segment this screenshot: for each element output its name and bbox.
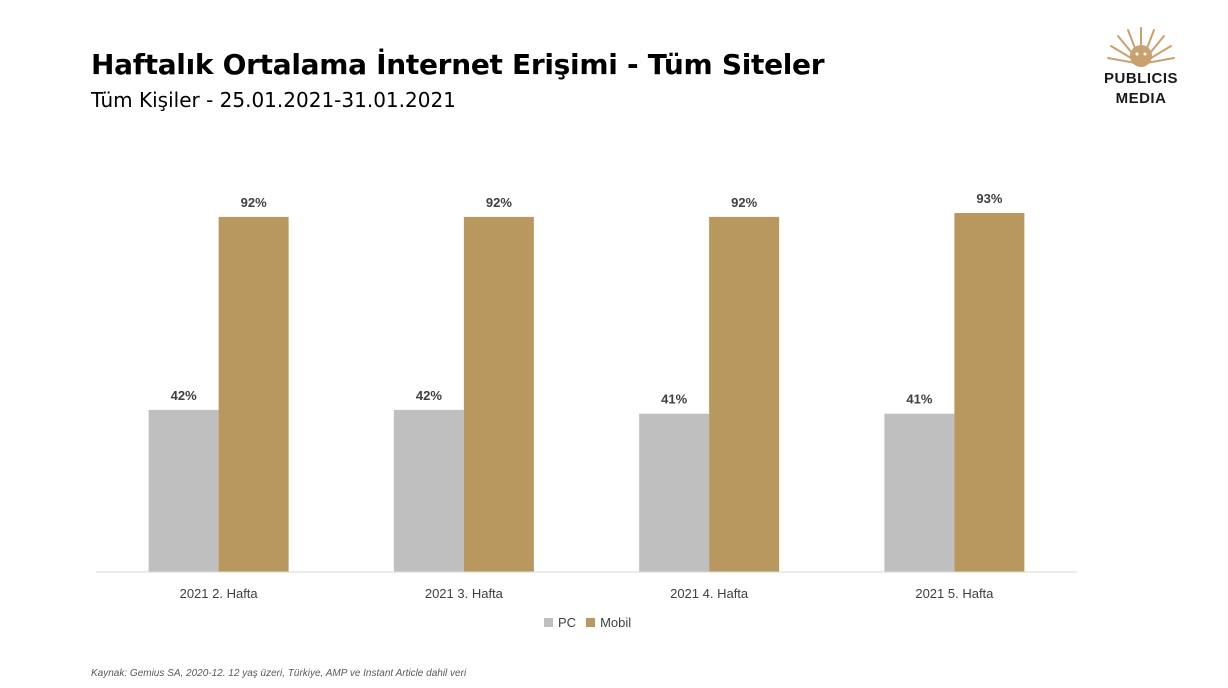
bar-pc-1	[148, 409, 219, 572]
bar-pc-2	[393, 409, 464, 572]
legend-label-mobil: Mobil	[600, 615, 632, 630]
bar-pc-3	[639, 413, 710, 572]
data-label-mobil-1: 92%	[241, 195, 267, 210]
data-label-pc-4: 41%	[906, 392, 932, 407]
data-label-mobil-3: 92%	[731, 195, 757, 210]
page-title: Haftalık Ortalama İnternet Erişimi - Tüm…	[91, 48, 825, 81]
logo-text-line1: PUBLICIS	[1103, 70, 1178, 87]
legend-label-pc: PC	[558, 615, 577, 630]
logo-text-line2: MEDIA	[1115, 90, 1167, 107]
bar-mobil-4	[954, 213, 1025, 572]
data-label-mobil-2: 92%	[486, 195, 512, 210]
bar-mobil-2	[463, 216, 534, 572]
bar-pc-4	[884, 413, 955, 572]
legend-swatch-pc	[544, 618, 553, 627]
x-tick-label-3: 2021 4. Hafta	[670, 586, 749, 601]
page-subtitle: Tüm Kişiler - 25.01.2021-31.01.2021	[91, 88, 456, 112]
legend-item-pc: PC	[544, 615, 576, 630]
data-label-mobil-4: 93%	[976, 191, 1002, 206]
data-label-pc-2: 42%	[416, 388, 442, 403]
legend-item-mobil: Mobil	[586, 615, 631, 630]
bar-mobil-1	[218, 216, 289, 572]
legend-swatch-mobil	[586, 618, 596, 627]
data-label-pc-1: 42%	[171, 388, 197, 403]
chart-legend: PC Mobil	[544, 615, 641, 630]
bar-mobil-3	[709, 216, 780, 572]
x-tick-label-1: 2021 2. Hafta	[180, 586, 259, 601]
source-note: Kaynak: Gemius SA, 2020-12. 12 yaş üzeri…	[91, 668, 467, 679]
data-label-pc-3: 41%	[661, 392, 687, 407]
publicis-media-logo: PUBLICIS MEDIA	[1086, 20, 1196, 110]
x-tick-label-2: 2021 3. Hafta	[425, 586, 504, 601]
lion-icon	[1107, 27, 1175, 67]
x-tick-label-4: 2021 5. Hafta	[915, 586, 994, 601]
